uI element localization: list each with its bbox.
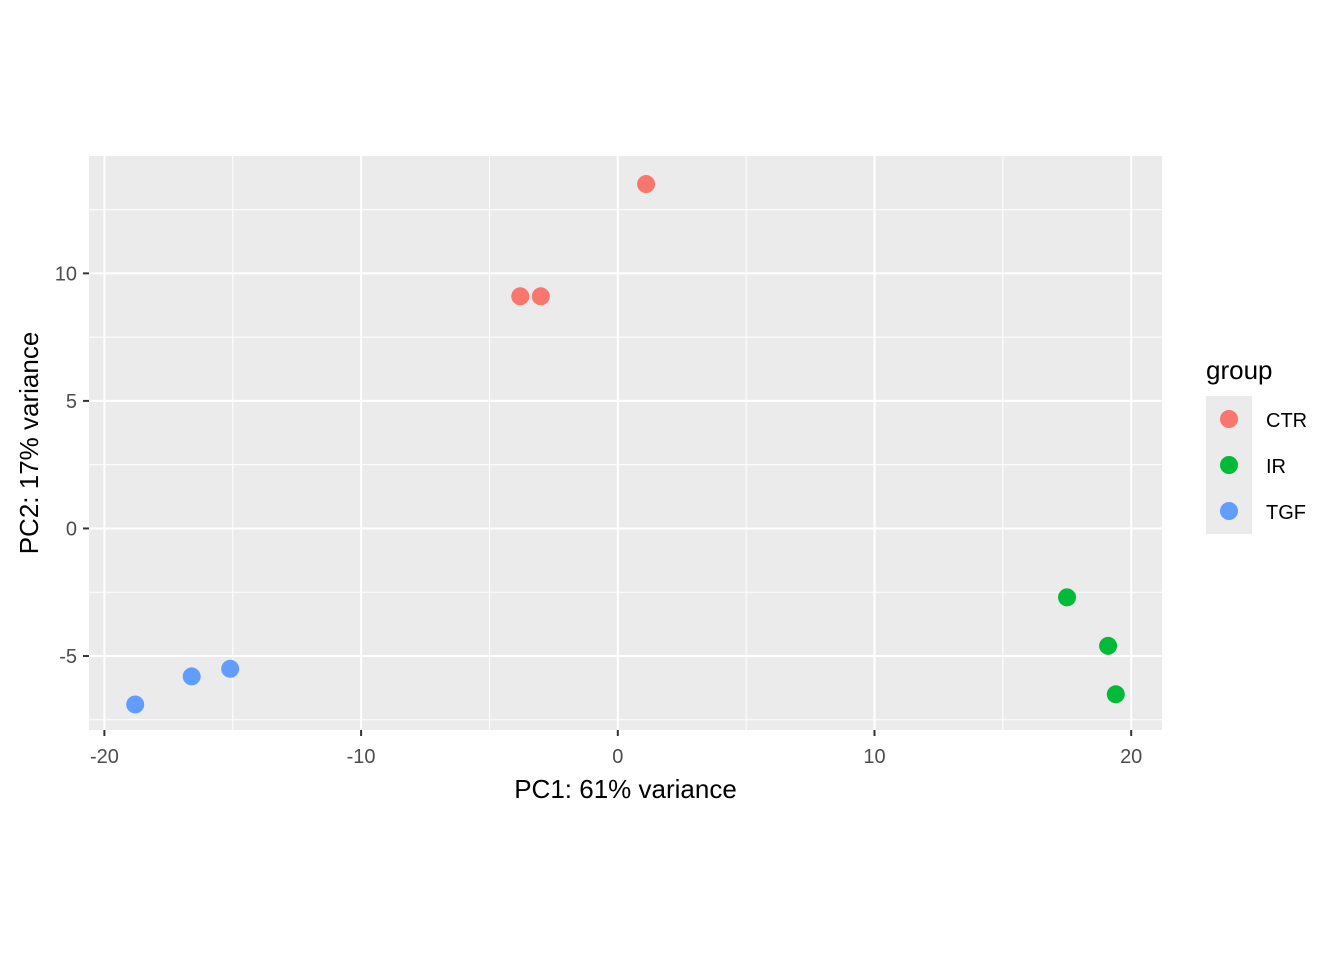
- minor-gridlines: [89, 156, 1162, 730]
- data-point-ir: [1106, 685, 1125, 704]
- legend-label: CTR: [1266, 410, 1307, 432]
- legend: group CTR IR TGF: [1206, 355, 1307, 534]
- legend-label: TGF: [1266, 502, 1306, 524]
- x-tick-label: -10: [347, 746, 376, 768]
- plot-panel: [89, 156, 1162, 730]
- x-axis-ticks: -20 -10 0 10 20: [90, 730, 1142, 768]
- y-tick-label: 5: [66, 391, 77, 413]
- legend-title: group: [1206, 355, 1273, 385]
- x-tick-label: 10: [863, 746, 885, 768]
- legend-key-ir: [1220, 456, 1238, 474]
- data-point-ctr: [511, 287, 530, 306]
- data-points: [126, 175, 1125, 714]
- data-point-ir: [1058, 588, 1077, 607]
- y-tick-label: 10: [55, 263, 77, 285]
- x-tick-label: 20: [1120, 746, 1142, 768]
- legend-key-ctr: [1220, 410, 1238, 428]
- data-point-ctr: [531, 287, 550, 306]
- x-tick-label: -20: [90, 746, 119, 768]
- data-point-tgf: [221, 659, 240, 678]
- x-tick-label: 0: [612, 746, 623, 768]
- y-axis-ticks: -5 0 5 10: [55, 263, 89, 668]
- y-axis-title: PC2: 17% variance: [14, 332, 44, 555]
- data-point-ir: [1099, 636, 1118, 655]
- major-gridlines: [89, 156, 1162, 730]
- legend-label: IR: [1266, 456, 1286, 478]
- x-axis-title: PC1: 61% variance: [514, 774, 737, 804]
- legend-key-tgf: [1220, 502, 1238, 520]
- data-point-ctr: [637, 175, 656, 194]
- y-tick-label: 0: [66, 518, 77, 540]
- data-point-tgf: [126, 695, 145, 714]
- y-tick-label: -5: [59, 646, 77, 668]
- data-point-tgf: [182, 667, 201, 686]
